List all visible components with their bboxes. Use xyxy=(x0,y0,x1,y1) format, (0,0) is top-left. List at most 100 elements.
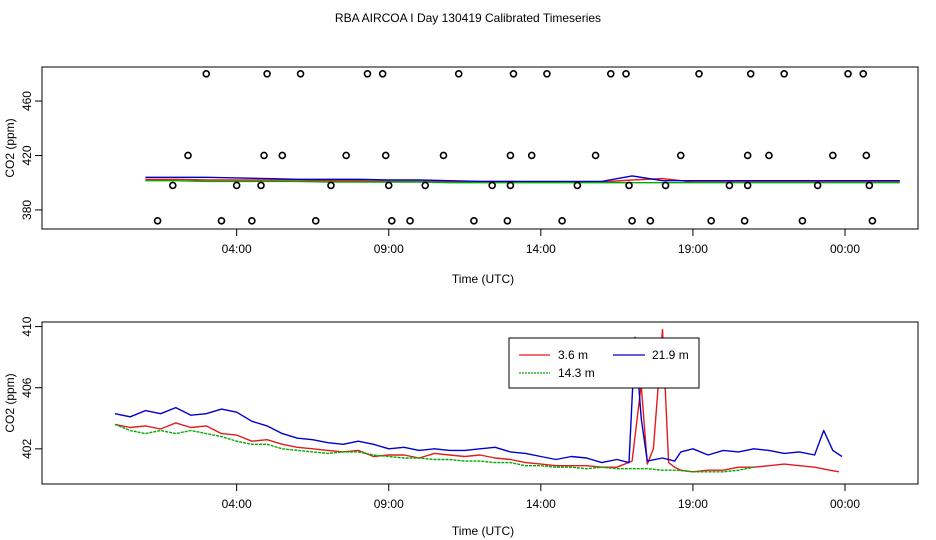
calibration-point xyxy=(543,70,551,78)
x-tick-label: 00:00 xyxy=(830,497,860,511)
calibration-point xyxy=(661,181,670,190)
calibration-point xyxy=(725,181,734,190)
series-line-3.6m xyxy=(114,328,840,473)
calibration-point xyxy=(168,181,177,190)
top-y-axis-label: CO2 (ppm) xyxy=(3,118,17,177)
calibration-point xyxy=(363,70,372,78)
y-tick-label: 460 xyxy=(20,91,34,111)
bottom-x-axis-label: Time (UTC) xyxy=(452,524,514,538)
calibration-point xyxy=(260,151,268,160)
calibration-point xyxy=(765,151,773,160)
calibration-point xyxy=(798,217,807,225)
x-tick-label: 04:00 xyxy=(222,497,252,511)
calibration-point xyxy=(378,70,387,78)
x-tick-label: 00:00 xyxy=(830,242,860,256)
calibration-point xyxy=(311,217,320,225)
legend-box xyxy=(508,337,700,389)
calibration-point xyxy=(153,217,162,225)
calibration-point xyxy=(740,217,749,225)
calibration-point xyxy=(506,181,515,190)
calibration-point xyxy=(263,70,271,78)
calibration-point xyxy=(646,217,655,225)
calibration-point xyxy=(257,181,265,190)
calibration-point xyxy=(506,151,515,160)
bottom-axes xyxy=(35,326,846,491)
calibration-point xyxy=(470,217,478,225)
figure-title: RBA AIRCOA I Day 130419 Calibrated Times… xyxy=(335,11,601,25)
legend-label-21.9m: 21.9 m xyxy=(652,348,689,362)
calibration-point xyxy=(296,70,305,78)
calibration-point xyxy=(217,217,226,225)
calibration-point xyxy=(743,151,752,160)
series-line-21.9m xyxy=(114,336,843,464)
calibration-point xyxy=(862,151,871,160)
x-tick-label: 09:00 xyxy=(374,497,404,511)
calibration-point xyxy=(327,181,335,190)
y-tick-label: 420 xyxy=(20,145,34,165)
calibration-point xyxy=(488,181,496,190)
calibration-point xyxy=(573,181,582,190)
calibration-point xyxy=(844,70,852,78)
calibration-point xyxy=(406,217,414,225)
calibration-point xyxy=(342,151,350,160)
bottom-panel: 04:00 09:00 14:00 19:00 00:00 402 406 410 Time … xyxy=(3,316,919,538)
x-tick-label: 14:00 xyxy=(526,242,556,256)
x-tick-label: 14:00 xyxy=(526,497,556,511)
bottom-plot-frame xyxy=(41,321,919,485)
legend: 3.6 m 21.9 m 14.3 m xyxy=(508,337,700,389)
top-x-axis-label: Time (UTC) xyxy=(452,272,514,286)
bottom-series xyxy=(114,328,843,473)
y-tick-label: 410 xyxy=(20,316,34,336)
x-tick-label: 04:00 xyxy=(222,242,252,256)
calibration-point xyxy=(387,217,396,225)
calibration-point xyxy=(625,181,633,190)
calibration-point xyxy=(278,151,287,160)
calibration-point xyxy=(509,70,518,78)
top-calibration-points xyxy=(153,70,877,225)
top-series xyxy=(145,175,900,184)
calibration-point xyxy=(628,217,636,225)
top-panel: 04:00 09:00 14:00 19:00 00:00 380 420 460 Time … xyxy=(3,66,919,286)
calibration-point xyxy=(184,151,192,160)
calibration-point xyxy=(248,217,256,225)
top-axes xyxy=(35,100,846,236)
x-tick-label: 09:00 xyxy=(374,242,404,256)
calibration-point xyxy=(503,217,512,225)
calibration-point xyxy=(865,181,874,190)
top-plot-frame xyxy=(41,66,919,230)
calibration-point xyxy=(202,70,211,78)
series-line-14.3m xyxy=(114,423,754,473)
calibration-point xyxy=(813,181,822,190)
calibration-point xyxy=(384,181,393,190)
calibration-point xyxy=(454,70,463,78)
calibration-point xyxy=(439,151,448,160)
bottom-y-axis-label: CO2 (ppm) xyxy=(3,373,17,432)
bottom-tick-labels: 04:00 09:00 14:00 19:00 00:00 402 406 410 xyxy=(20,316,860,511)
series-line-21.9m xyxy=(145,175,900,183)
calibration-point xyxy=(381,151,390,160)
calibration-point xyxy=(558,217,566,225)
calibration-point xyxy=(746,70,755,78)
calibration-point xyxy=(527,151,536,160)
calibration-point xyxy=(695,70,703,78)
y-tick-label: 406 xyxy=(20,377,34,397)
calibration-point xyxy=(829,151,837,160)
y-tick-label: 380 xyxy=(20,200,34,220)
calibration-point xyxy=(780,70,788,78)
calibration-point xyxy=(421,181,430,190)
legend-label-14.3m: 14.3 m xyxy=(558,366,595,380)
calibration-point xyxy=(859,70,868,78)
calibration-point xyxy=(606,70,615,78)
calibration-point xyxy=(743,181,752,190)
legend-label-3.6m: 3.6 m xyxy=(558,348,588,362)
calibration-point xyxy=(232,181,241,190)
series-line-14.3m xyxy=(145,179,900,184)
x-tick-label: 19:00 xyxy=(678,242,708,256)
calibration-point xyxy=(622,70,630,78)
calibration-point xyxy=(868,217,877,225)
calibration-point xyxy=(707,217,715,225)
top-tick-labels: 04:00 09:00 14:00 19:00 00:00 380 420 460 xyxy=(20,91,860,256)
calibration-point xyxy=(591,151,600,160)
calibration-point xyxy=(676,151,685,160)
